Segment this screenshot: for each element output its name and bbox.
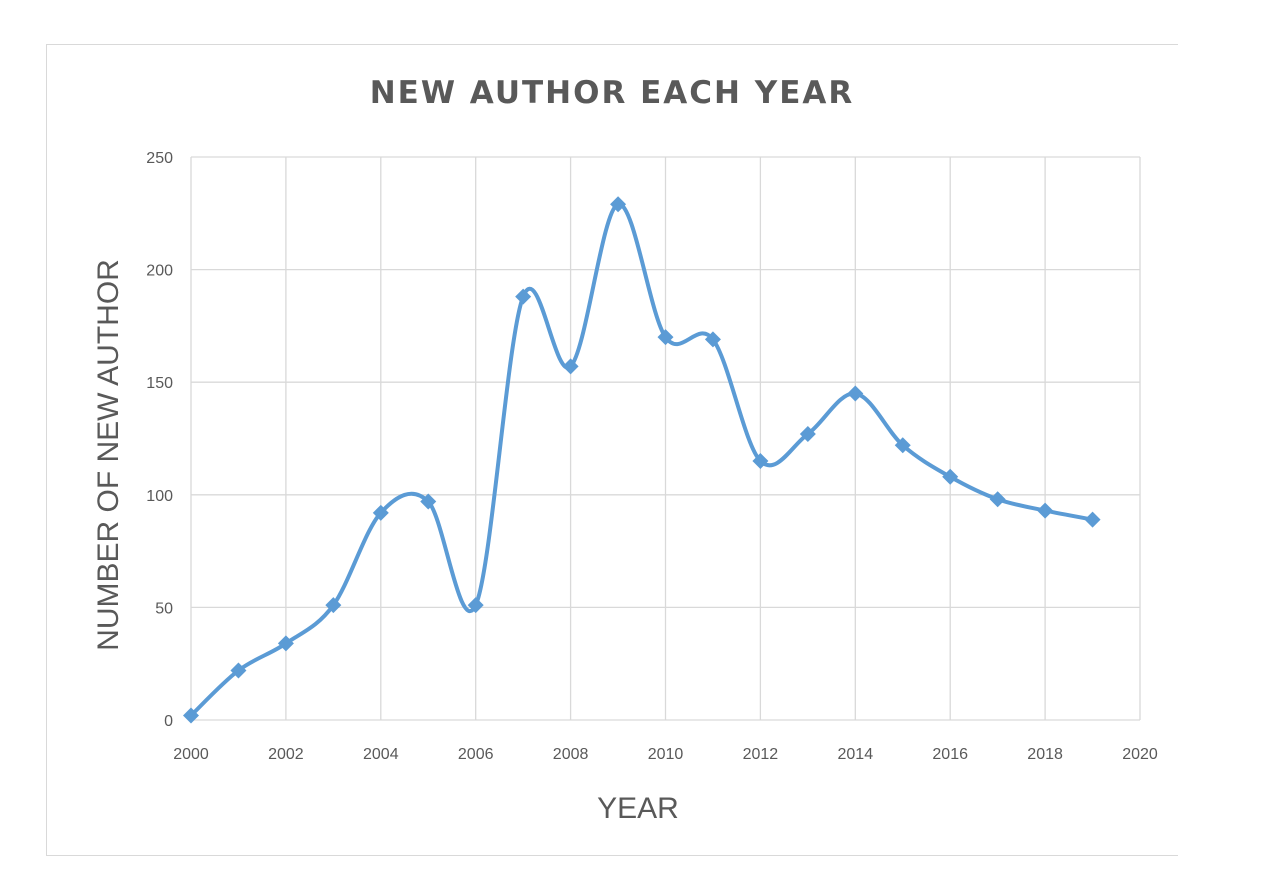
y-tick-label: 100 bbox=[146, 488, 173, 505]
data-point-marker bbox=[183, 707, 199, 724]
x-tick-label: 2008 bbox=[553, 746, 589, 763]
x-tick-label: 2002 bbox=[268, 746, 304, 763]
y-tick-label: 0 bbox=[164, 713, 173, 730]
y-tick-label: 250 bbox=[146, 150, 173, 167]
data-point-marker bbox=[230, 662, 247, 679]
data-point-marker bbox=[420, 493, 437, 510]
data-point-marker bbox=[372, 504, 389, 521]
chart-frame bbox=[46, 44, 1178, 856]
x-tick-label: 2004 bbox=[363, 746, 399, 763]
data-point-marker bbox=[515, 288, 532, 305]
gridlines bbox=[190, 156, 1141, 721]
data-point-marker bbox=[1037, 502, 1054, 519]
x-tick-label: 2016 bbox=[932, 746, 968, 763]
x-tick-label: 2000 bbox=[173, 746, 209, 763]
x-tick-label: 2010 bbox=[648, 746, 684, 763]
x-axis-title: YEAR bbox=[597, 792, 679, 825]
y-tick-label: 200 bbox=[146, 263, 173, 280]
y-tick-label: 50 bbox=[155, 600, 173, 617]
data-point-marker bbox=[657, 329, 674, 346]
data-point-marker bbox=[704, 331, 721, 348]
data-point-marker bbox=[277, 635, 294, 652]
data-point-marker bbox=[1084, 511, 1101, 528]
x-tick-label: 2018 bbox=[1027, 746, 1063, 763]
data-point-marker bbox=[799, 425, 816, 442]
x-tick-label: 2006 bbox=[458, 746, 494, 763]
chart-title: NEW AUTHOR EACH YEAR bbox=[370, 75, 855, 111]
data-point-marker bbox=[942, 468, 959, 485]
data-point-marker bbox=[562, 358, 579, 375]
data-point-marker bbox=[847, 385, 864, 402]
x-tick-label: 2012 bbox=[743, 746, 779, 763]
data-point-marker bbox=[894, 437, 911, 454]
data-point-marker bbox=[610, 196, 627, 213]
y-axis-title: NUMBER OF NEW AUTHOR bbox=[92, 259, 125, 651]
data-markers bbox=[183, 196, 1101, 724]
data-point-marker bbox=[989, 491, 1006, 508]
data-point-marker bbox=[325, 597, 342, 614]
data-point-marker bbox=[467, 597, 484, 614]
x-tick-label: 2014 bbox=[838, 746, 874, 763]
series-line bbox=[189, 202, 1095, 718]
data-point-marker bbox=[752, 453, 769, 470]
x-tick-label: 2020 bbox=[1122, 746, 1158, 763]
tick-labels: 0 50 100 150 200 250 2000 2002 2004 2006 2008 2010 2… bbox=[146, 150, 1158, 763]
y-tick-label: 150 bbox=[146, 375, 173, 392]
